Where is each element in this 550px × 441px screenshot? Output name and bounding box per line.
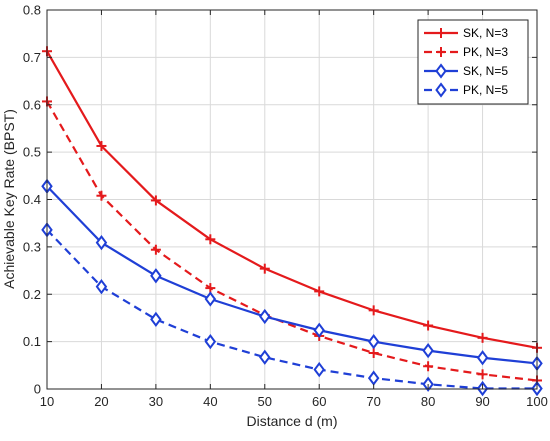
data-point [367,333,380,350]
data-point [204,333,217,350]
series-line [46,100,538,382]
series-line [46,185,538,365]
data-point [313,361,325,378]
y-tick-label: 0.5 [23,145,41,160]
data-point [259,308,271,325]
data-point [476,350,489,366]
legend-marker [435,82,447,98]
x-tick-label: 60 [312,394,326,409]
y-tick-label: 0.1 [23,334,41,349]
x-tick-label: 70 [366,394,380,409]
data-point [205,234,216,245]
y-tick-label: 0.7 [23,50,41,65]
legend-entry: PK, N=3 [424,45,508,59]
series-3 [41,222,543,397]
y-tick-label: 0.6 [23,97,41,112]
data-point [368,305,379,316]
legend-label: PK, N=3 [463,45,508,59]
y-tick-label: 0.2 [23,287,41,302]
data-point [314,286,325,297]
x-tick-label: 40 [203,394,217,409]
x-tick-label: 90 [475,394,489,409]
data-point [96,190,107,201]
data-point [150,311,162,328]
series-line [46,229,537,390]
legend-label: SK, N=5 [463,64,508,78]
legend-label: PK, N=5 [463,83,508,97]
data-point [368,347,379,358]
y-tick-label: 0.4 [23,192,41,207]
legend-label: SK, N=3 [463,26,508,40]
data-point [423,361,434,372]
data-point [204,291,217,307]
series-2 [41,178,543,372]
legend-entry: PK, N=5 [424,82,508,98]
legend-marker [435,63,447,79]
data-point [259,263,270,274]
y-axis-label: Achievable Key Rate (BPST) [1,109,17,289]
data-point [422,342,434,359]
y-tick-label: 0.3 [23,239,41,254]
data-point [150,268,162,284]
data-point [477,369,488,380]
legend: SK, N=3 PK, N=3 SK, N=5 PK, N=5 [417,19,529,105]
legend-entry: SK, N=3 [424,26,508,40]
legend-marker [436,28,446,38]
data-point [423,320,434,331]
data-point [150,244,161,255]
data-point [259,349,271,365]
data-point [150,195,161,206]
x-tick-label: 20 [94,394,108,409]
data-point [96,140,107,151]
x-tick-label: 10 [40,394,54,409]
series-layer [41,46,543,397]
legend-marker [436,47,446,57]
data-point [95,234,108,251]
x-tick-label: 80 [421,394,435,409]
x-tick-label: 30 [149,394,163,409]
x-tick-label: 100 [526,394,548,409]
data-point [313,322,325,338]
x-tick-label: 50 [258,394,272,409]
series-line [46,50,538,349]
data-point [95,279,108,295]
legend-entry: SK, N=5 [424,63,508,79]
data-point [477,332,488,343]
series-1 [42,96,542,386]
y-tick-label: 0 [34,382,41,397]
y-tick-label: 0.8 [23,3,41,18]
ticks: 10 20 30 40 50 60 70 80 90 100 0 0.1 0.2 0.3 0.4 0.5 0.6… [23,3,548,410]
x-axis-label: Distance d (m) [246,413,337,429]
